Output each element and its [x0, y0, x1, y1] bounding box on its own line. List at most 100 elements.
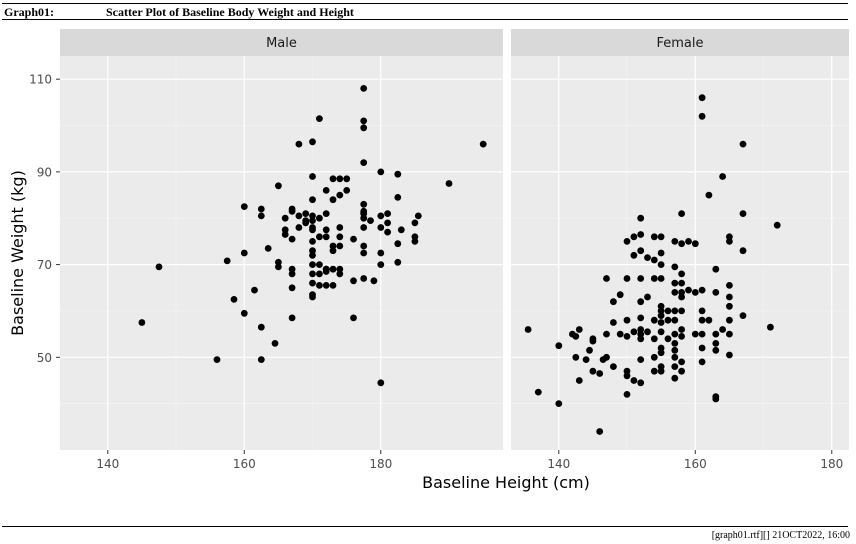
data-point-female — [773, 221, 781, 229]
data-point-female — [712, 395, 720, 403]
y-tick-label: 110 — [29, 73, 52, 87]
data-point-male — [240, 309, 248, 317]
data-point-female — [671, 263, 679, 271]
data-point-male — [394, 170, 402, 178]
graph-title: Scatter Plot of Baseline Body Weight and… — [106, 5, 354, 19]
data-point-female — [726, 316, 733, 324]
data-point-female — [712, 330, 720, 338]
data-point-female — [589, 367, 597, 375]
y-tick-label: 70 — [37, 258, 52, 272]
data-point-female — [712, 346, 720, 354]
data-point-female — [678, 367, 685, 375]
data-point-male — [271, 340, 279, 347]
header-bottom-rule — [2, 19, 848, 20]
data-point-female — [596, 370, 604, 377]
data-point-male — [138, 319, 146, 326]
data-point-female — [671, 316, 679, 324]
data-point-female — [726, 302, 733, 310]
data-point-female — [623, 372, 631, 380]
data-point-male — [336, 175, 344, 183]
data-point-female — [664, 335, 672, 343]
data-point-male — [295, 224, 303, 231]
data-point-male — [329, 175, 337, 183]
data-point-female — [739, 312, 747, 319]
data-point-female — [589, 337, 597, 345]
data-point-female — [644, 328, 651, 336]
data-point-male — [367, 217, 374, 225]
data-point-male — [316, 282, 323, 289]
data-point-female — [691, 289, 699, 296]
data-point-female — [698, 316, 706, 324]
data-point-female — [678, 210, 685, 218]
data-point-female — [719, 326, 726, 333]
data-point-female — [603, 275, 610, 282]
data-point-male — [309, 238, 316, 245]
data-point-male — [384, 228, 391, 236]
data-point-female — [603, 353, 610, 361]
data-point-female — [726, 330, 733, 338]
data-point-male — [275, 182, 282, 190]
data-point-female — [726, 293, 733, 301]
x-axis-title: Baseline Height (cm) — [422, 473, 590, 492]
data-point-female — [637, 247, 645, 255]
data-point-female — [555, 400, 563, 407]
data-point-female — [610, 298, 617, 306]
data-point-female — [616, 291, 624, 299]
data-point-female — [678, 307, 685, 315]
data-point-male — [295, 212, 303, 220]
data-point-male — [264, 245, 272, 252]
data-point-male — [360, 117, 368, 125]
x-tick-label: 160 — [233, 457, 256, 471]
data-point-female — [582, 356, 590, 363]
data-point-female — [678, 326, 685, 333]
data-point-male — [336, 224, 344, 231]
data-point-female — [685, 286, 692, 294]
panel-background-male — [60, 56, 503, 450]
data-point-female — [650, 353, 658, 361]
data-point-male — [360, 249, 368, 257]
data-point-male — [288, 284, 296, 292]
data-point-male — [377, 261, 385, 268]
data-point-female — [678, 358, 685, 366]
data-point-female — [657, 249, 665, 257]
data-point-female — [630, 377, 638, 384]
data-point-female — [678, 270, 685, 278]
data-point-female — [671, 238, 679, 245]
data-point-female — [739, 247, 747, 255]
data-point-male — [397, 226, 405, 234]
data-point-male — [309, 212, 316, 220]
data-point-female — [698, 358, 706, 366]
footer-rule — [2, 526, 848, 527]
data-point-female — [555, 342, 563, 350]
data-point-female — [637, 356, 645, 363]
data-point-male — [329, 265, 337, 273]
data-point-male — [414, 212, 422, 220]
data-point-female — [678, 293, 685, 301]
data-point-female — [657, 328, 665, 336]
data-point-male — [377, 168, 385, 176]
data-point-male — [394, 258, 402, 266]
data-point-male — [336, 233, 344, 241]
data-point-female — [644, 254, 651, 261]
data-point-male — [316, 233, 323, 241]
data-point-male — [350, 277, 357, 285]
data-point-male — [360, 159, 368, 167]
data-point-male — [336, 242, 344, 250]
footer-text: [graph01.rtf][] 21OCT2022, 16:00 — [711, 530, 850, 541]
data-point-female — [616, 330, 624, 338]
x-tick-label: 140 — [96, 457, 119, 471]
data-point-male — [230, 296, 238, 303]
data-point-male — [213, 356, 221, 363]
data-point-female — [657, 349, 665, 357]
data-point-female — [650, 335, 658, 343]
data-point-male — [155, 263, 163, 271]
data-point-male — [370, 277, 378, 285]
data-point-female — [698, 94, 706, 102]
data-point-male — [445, 180, 453, 187]
data-point-female — [705, 316, 713, 324]
data-point-female — [637, 231, 645, 238]
data-point-male — [257, 356, 265, 363]
data-point-male — [329, 242, 337, 250]
data-point-female — [657, 275, 665, 282]
data-point-female — [534, 388, 542, 396]
